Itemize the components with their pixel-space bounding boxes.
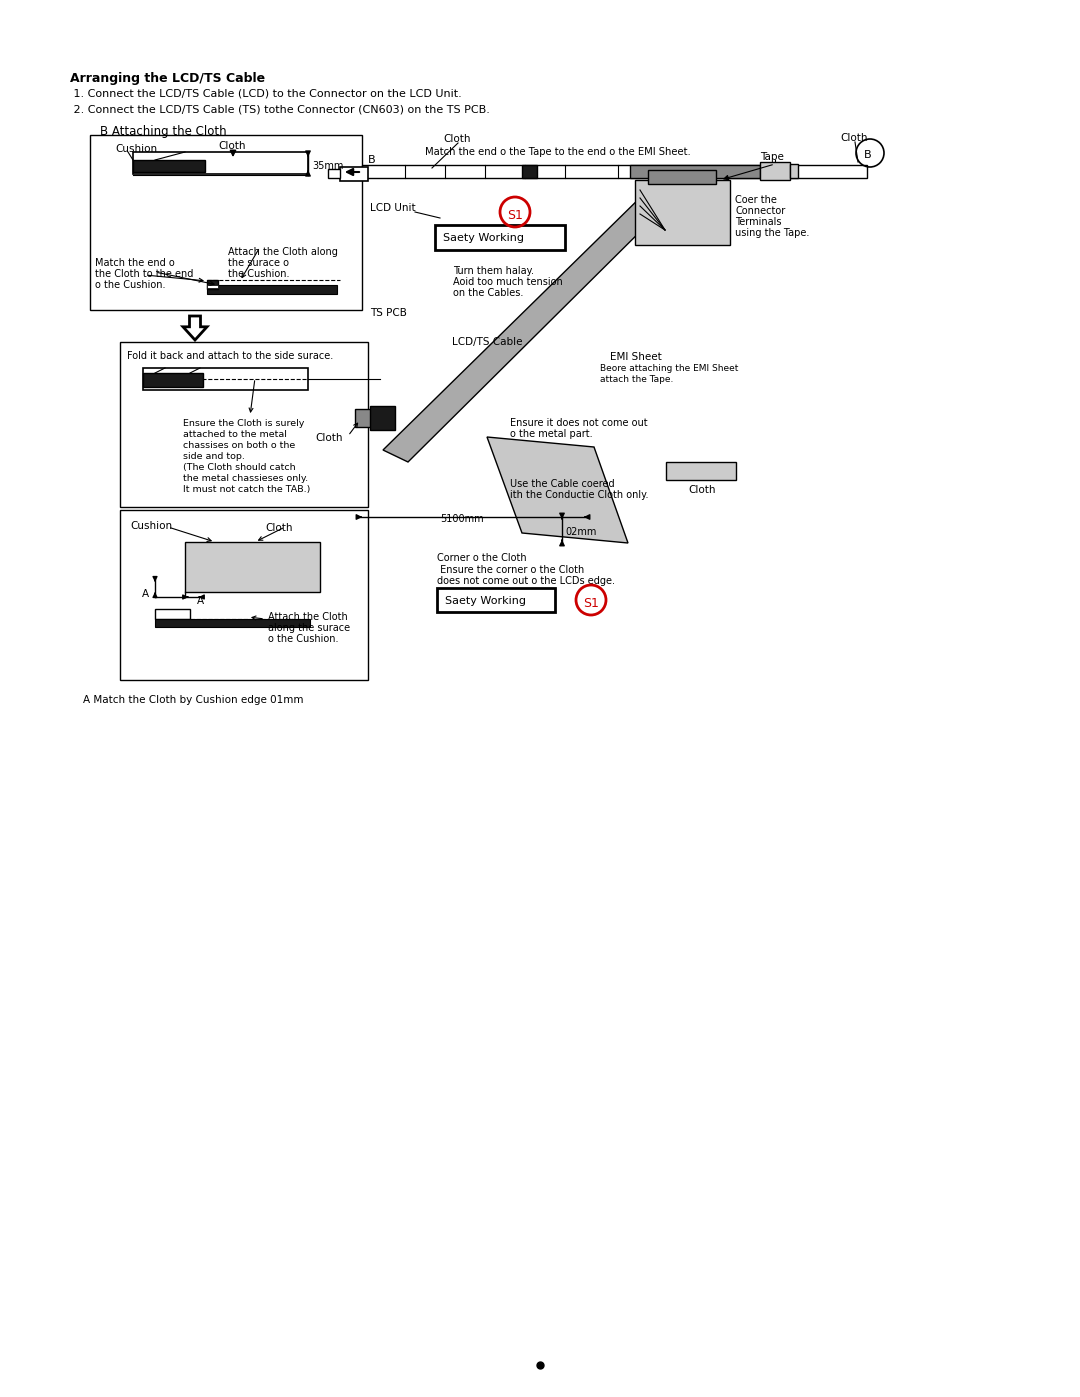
Text: Attach the Cloth along: Attach the Cloth along — [228, 247, 338, 257]
Text: o the metal part.: o the metal part. — [510, 429, 593, 439]
Bar — [156, 609, 190, 619]
Text: side and top.: side and top. — [183, 453, 245, 461]
Text: LCD/TS Cable: LCD/TS Cable — [453, 337, 523, 346]
Bar — [143, 367, 308, 390]
Bar — [133, 161, 205, 172]
Bar — [789, 163, 798, 177]
Bar — [666, 462, 735, 481]
Text: Ensure the Cloth is surely: Ensure the Cloth is surely — [183, 419, 305, 427]
Bar — [522, 165, 537, 177]
Text: Fold it back and attach to the side surace.: Fold it back and attach to the side sura… — [127, 351, 334, 360]
Bar — [355, 409, 373, 427]
Text: ith the Conductie Cloth only.: ith the Conductie Cloth only. — [510, 490, 648, 500]
Text: Beore attaching the EMI Sheet: Beore attaching the EMI Sheet — [600, 365, 739, 373]
Text: 35mm: 35mm — [312, 161, 343, 170]
Text: B: B — [864, 149, 872, 161]
Bar — [207, 285, 218, 288]
Text: 02mm: 02mm — [565, 527, 596, 536]
Bar — [328, 169, 340, 177]
Bar — [133, 152, 308, 175]
Bar — [362, 165, 867, 177]
Text: along the surace: along the surace — [268, 623, 350, 633]
Bar — [370, 407, 395, 430]
Text: 1. Connect the LCD/TS Cable (LCD) to the Connector on the LCD Unit.: 1. Connect the LCD/TS Cable (LCD) to the… — [70, 88, 462, 98]
Text: the surace o: the surace o — [228, 258, 289, 268]
Bar — [120, 510, 368, 680]
Bar — [90, 136, 362, 310]
Text: chassises on both o the: chassises on both o the — [183, 441, 295, 450]
Text: Ensure the corner o the Cloth: Ensure the corner o the Cloth — [437, 564, 584, 576]
Text: Cloth: Cloth — [840, 133, 867, 142]
Text: A Match the Cloth by Cushion edge 01mm: A Match the Cloth by Cushion edge 01mm — [83, 694, 303, 705]
Text: does not come out o the LCDs edge.: does not come out o the LCDs edge. — [437, 576, 615, 585]
Text: Cushion: Cushion — [114, 144, 157, 154]
Text: A: A — [197, 597, 204, 606]
Bar — [207, 285, 337, 293]
Text: Match the end o: Match the end o — [95, 258, 175, 268]
Text: the metal chassieses only.: the metal chassieses only. — [183, 474, 308, 483]
Text: 2. Connect the LCD/TS Cable (TS) tothe Connector (CN603) on the TS PCB.: 2. Connect the LCD/TS Cable (TS) tothe C… — [70, 103, 490, 115]
Text: Cloth: Cloth — [688, 485, 715, 495]
Text: LCD Unit: LCD Unit — [370, 203, 416, 212]
Bar — [437, 588, 555, 612]
Text: EMI Sheet: EMI Sheet — [610, 352, 662, 362]
Text: the Cloth to the end: the Cloth to the end — [95, 270, 193, 279]
Text: attached to the metal: attached to the metal — [183, 430, 287, 439]
Text: B: B — [368, 155, 376, 165]
Bar — [635, 180, 730, 244]
Text: It must not catch the TAB.): It must not catch the TAB.) — [183, 485, 310, 495]
Polygon shape — [487, 437, 627, 543]
Text: the Cushion.: the Cushion. — [228, 270, 289, 279]
Text: Cloth: Cloth — [315, 433, 342, 443]
Text: Match the end o the Tape to the end o the EMI Sheet.: Match the end o the Tape to the end o th… — [426, 147, 691, 156]
Text: Cloth: Cloth — [443, 134, 471, 144]
Text: o the Cushion.: o the Cushion. — [268, 634, 338, 644]
Bar — [143, 373, 203, 387]
Bar — [185, 542, 320, 592]
Bar — [648, 170, 716, 184]
Bar — [207, 279, 218, 289]
Text: Ensure it does not come out: Ensure it does not come out — [510, 418, 648, 427]
Text: Saety Working: Saety Working — [445, 597, 526, 606]
Bar — [630, 165, 760, 177]
Bar — [120, 342, 368, 507]
Text: using the Tape.: using the Tape. — [735, 228, 809, 237]
Text: 5100mm: 5100mm — [440, 514, 484, 524]
Bar — [340, 168, 368, 182]
Text: Attach the Cloth: Attach the Cloth — [268, 612, 348, 622]
Text: on the Cables.: on the Cables. — [453, 288, 524, 298]
Text: S1: S1 — [583, 597, 599, 610]
Text: Arranging the LCD/TS Cable: Arranging the LCD/TS Cable — [70, 73, 265, 85]
Text: TS PCB: TS PCB — [370, 307, 407, 319]
Bar — [435, 225, 565, 250]
Bar — [760, 162, 789, 180]
Text: B Attaching the Cloth: B Attaching the Cloth — [100, 124, 227, 138]
Text: Cloth: Cloth — [265, 522, 293, 534]
Polygon shape — [383, 189, 672, 462]
Text: Aoid too much tension: Aoid too much tension — [453, 277, 563, 286]
Polygon shape — [183, 316, 207, 339]
Text: Saety Working: Saety Working — [443, 233, 524, 243]
Text: (The Cloth should catch: (The Cloth should catch — [183, 462, 296, 472]
Text: Terminals: Terminals — [735, 217, 782, 226]
Text: Coer the: Coer the — [735, 196, 777, 205]
Text: Corner o the Cloth: Corner o the Cloth — [437, 553, 527, 563]
Bar — [156, 619, 310, 627]
Text: attach the Tape.: attach the Tape. — [600, 374, 673, 384]
Text: Cloth: Cloth — [218, 141, 245, 151]
Text: S1: S1 — [507, 210, 523, 222]
Text: Turn them halay.: Turn them halay. — [453, 265, 534, 277]
Text: A: A — [141, 590, 149, 599]
Text: Tape: Tape — [760, 152, 784, 162]
Text: o the Cushion.: o the Cushion. — [95, 279, 165, 291]
Text: Cushion: Cushion — [130, 521, 172, 531]
Text: Connector: Connector — [735, 205, 785, 217]
Text: Use the Cable coered: Use the Cable coered — [510, 479, 615, 489]
